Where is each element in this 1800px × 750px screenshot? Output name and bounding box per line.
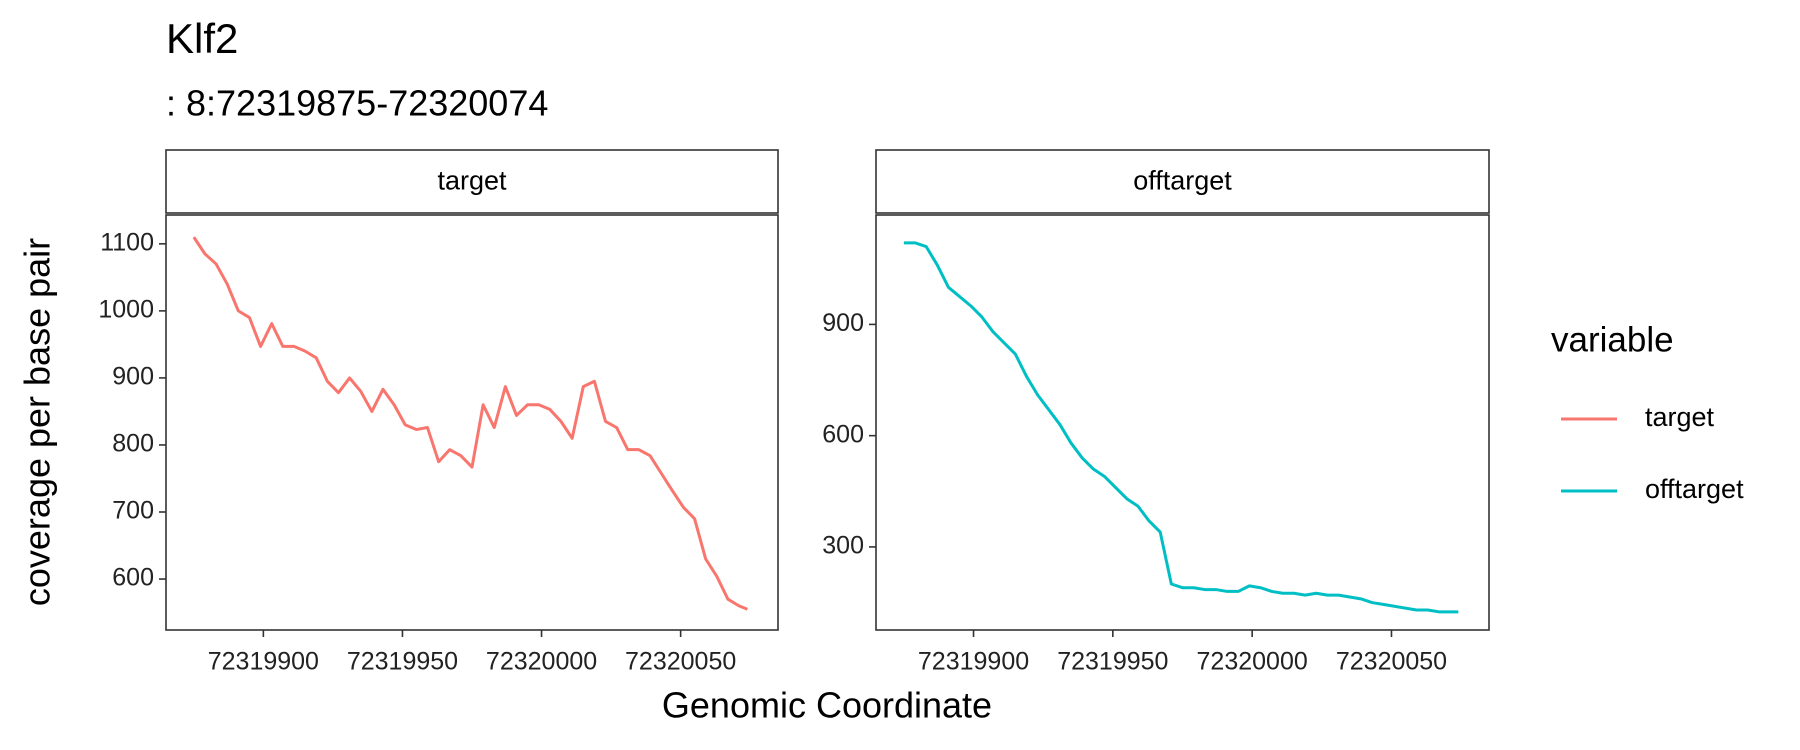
y-tick-label: 600 xyxy=(112,564,154,592)
chart-subtitle: : 8:72319875-72320074 xyxy=(166,83,548,124)
facet-label: target xyxy=(437,166,507,196)
x-tick-label: 72320050 xyxy=(1336,648,1447,676)
legend-label: target xyxy=(1645,402,1715,432)
y-tick-label: 800 xyxy=(112,430,154,458)
y-tick-label: 900 xyxy=(822,309,864,337)
y-tick-label: 900 xyxy=(112,363,154,391)
y-tick-label: 300 xyxy=(822,532,864,560)
y-tick-label: 600 xyxy=(822,420,864,448)
chart-title: Klf2 xyxy=(166,15,238,62)
x-axis-label: Genomic Coordinate xyxy=(662,685,992,726)
data-line xyxy=(192,236,748,611)
panel-border xyxy=(165,214,779,631)
legend-label: offtarget xyxy=(1645,474,1744,504)
x-tick-label: 72319900 xyxy=(208,648,319,676)
x-tick-label: 72320050 xyxy=(625,648,736,676)
facet-label: offtarget xyxy=(1133,166,1232,196)
facet-strip xyxy=(165,149,779,214)
y-tick-label: 1100 xyxy=(100,228,154,256)
legend-title: variable xyxy=(1551,320,1674,359)
facet-strip xyxy=(875,149,1490,214)
x-tick-label: 72320000 xyxy=(1197,648,1308,676)
y-tick-label: 1000 xyxy=(98,295,154,323)
x-tick-label: 72319950 xyxy=(347,648,458,676)
x-tick-label: 72319900 xyxy=(918,648,1029,676)
y-tick-label: 700 xyxy=(112,497,154,525)
panel-border xyxy=(875,214,1490,631)
x-tick-label: 72319950 xyxy=(1057,648,1168,676)
y-axis-label: coverage per base pair xyxy=(17,238,58,606)
data-line xyxy=(903,241,1459,614)
x-tick-label: 72320000 xyxy=(486,648,597,676)
